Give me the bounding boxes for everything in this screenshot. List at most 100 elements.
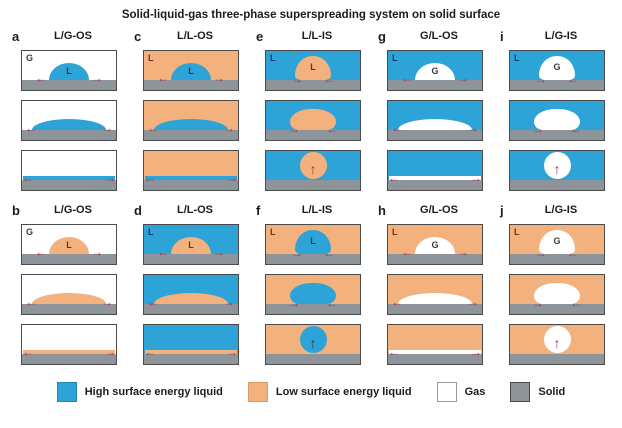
spread-arrow-right-icon: → (467, 295, 479, 309)
spread-arrow-right-icon: ← (323, 72, 335, 86)
up-arrow-icon: ↑ (309, 335, 317, 351)
stage-1-box: L L → ← (265, 224, 361, 265)
panel-header: j L/G-IS (496, 203, 618, 220)
panel-row-bottom: b L/G-OS G L ← → ← → ← → ↑ d (0, 203, 622, 374)
solid-substrate (266, 254, 360, 264)
solid-substrate (510, 304, 604, 314)
background-phase-label: L (392, 53, 398, 63)
high-energy-liquid-swatch-icon (56, 382, 77, 402)
detached-sphere (300, 152, 327, 179)
spread-arrow-left-icon: ← (157, 245, 169, 259)
stage-1-box: G L ← → (21, 224, 117, 265)
solid-substrate (266, 180, 360, 190)
droplet-phase-label: L (66, 66, 72, 76)
panel-letter: j (500, 203, 504, 218)
droplet-phase-label: L (188, 240, 194, 250)
spread-arrow-left-icon: ← (157, 71, 169, 85)
droplet: L (49, 237, 89, 254)
legend-label: Low surface energy liquid (275, 386, 412, 398)
panel-header: a L/G-OS (8, 29, 130, 46)
droplet (398, 293, 472, 304)
solid-substrate (144, 180, 238, 190)
solid-substrate (388, 130, 482, 140)
background-phase-label: L (514, 53, 520, 63)
droplet-phase-label: L (188, 66, 194, 76)
stage-1-box: L G ← → (387, 50, 483, 91)
droplet (32, 119, 106, 130)
background-phase-label: L (270, 53, 276, 63)
stage-2-box: ← → (143, 274, 239, 315)
stage-3-box: ← → ↑ (387, 150, 483, 191)
stage-3-box: ← → ↑ (143, 150, 239, 191)
panel-title: L/G-IS (544, 204, 578, 216)
panel-header: d L/L-OS (130, 203, 252, 220)
solid-substrate (388, 254, 482, 264)
spread-arrow-left-icon: ← (147, 121, 159, 135)
panel-header: g G/L-OS (374, 29, 496, 46)
spread-film (389, 176, 481, 180)
solid-substrate (510, 254, 604, 264)
spread-arrow-right-icon: ← (570, 122, 582, 136)
panel-h: h G/L-OS L G ← → ← → ← → ↑ (374, 203, 496, 374)
solid-substrate (266, 130, 360, 140)
background-phase-label: L (148, 227, 154, 237)
panel-e: e L/L-IS L L → ← → ← → ← ↑ (252, 29, 374, 200)
panel-a: a L/G-OS G L ← → ← → ← → ↑ (8, 29, 130, 200)
solid-substrate (144, 130, 238, 140)
gas-swatch-icon (436, 382, 457, 402)
droplet (290, 109, 336, 130)
droplet-phase-label: G (431, 66, 439, 76)
low-energy-liquid-swatch-icon (247, 382, 268, 402)
spread-arrow-right-icon: → (101, 295, 113, 309)
spread-arrow-right-icon: → (457, 71, 469, 85)
stage-3-box: → ← ↑ (509, 324, 605, 365)
detached-sphere (300, 326, 327, 353)
background-phase-label: L (148, 53, 154, 63)
panel-letter: b (12, 203, 20, 218)
solid-substrate (144, 304, 238, 314)
solid-substrate (510, 130, 604, 140)
panel-title: L/G-IS (544, 30, 578, 42)
droplet-phase-label: G (553, 236, 561, 246)
panel-f: f L/L-IS L L → ← → ← → ← ↑ (252, 203, 374, 374)
panel-header: h G/L-OS (374, 203, 496, 220)
spread-arrow-right-icon: → (101, 121, 113, 135)
detached-sphere (544, 326, 571, 353)
stage-2-box: ← → (387, 274, 483, 315)
spread-arrow-right-icon: → (457, 245, 469, 259)
spread-arrow-left-icon: ← (144, 171, 156, 185)
stage-2-box: ← → (143, 100, 239, 141)
spread-arrow-right-icon: → (104, 345, 116, 359)
spread-film (145, 176, 237, 180)
stage-1-box: L G → ← (509, 224, 605, 265)
solid-substrate (266, 80, 360, 90)
legend-item-high-energy-liquid: High surface energy liquid (56, 382, 223, 402)
spread-arrow-right-icon: ← (570, 296, 582, 310)
stage-2-box: ← → (387, 100, 483, 141)
panel-letter: g (378, 29, 386, 44)
panel-title: L/G-OS (54, 204, 92, 216)
solid-substrate (510, 354, 604, 364)
stage-3-box: ← → ↑ (387, 324, 483, 365)
spread-arrow-left-icon: ← (388, 345, 400, 359)
spread-film (23, 350, 115, 354)
droplet (290, 283, 336, 304)
solid-swatch-icon (510, 382, 531, 402)
spread-arrow-right-icon: → (467, 121, 479, 135)
spread-arrow-right-icon: → (470, 345, 482, 359)
droplet (534, 109, 580, 130)
panel-row-top: a L/G-OS G L ← → ← → ← → ↑ c (0, 29, 622, 200)
legend-item-gas: Gas (436, 382, 485, 402)
spread-arrow-right-icon: → (223, 121, 235, 135)
solid-substrate (22, 180, 116, 190)
stage-2-box: ← → (21, 100, 117, 141)
spread-arrow-right-icon: ← (326, 122, 338, 136)
panel-letter: a (12, 29, 20, 44)
spread-arrow-right-icon: → (213, 245, 225, 259)
spread-arrow-left-icon: → (288, 122, 300, 136)
droplet-phase-label: L (310, 62, 316, 72)
solid-substrate (388, 304, 482, 314)
stage-3-box: → ← ↑ (509, 150, 605, 191)
droplet: G (539, 56, 575, 80)
